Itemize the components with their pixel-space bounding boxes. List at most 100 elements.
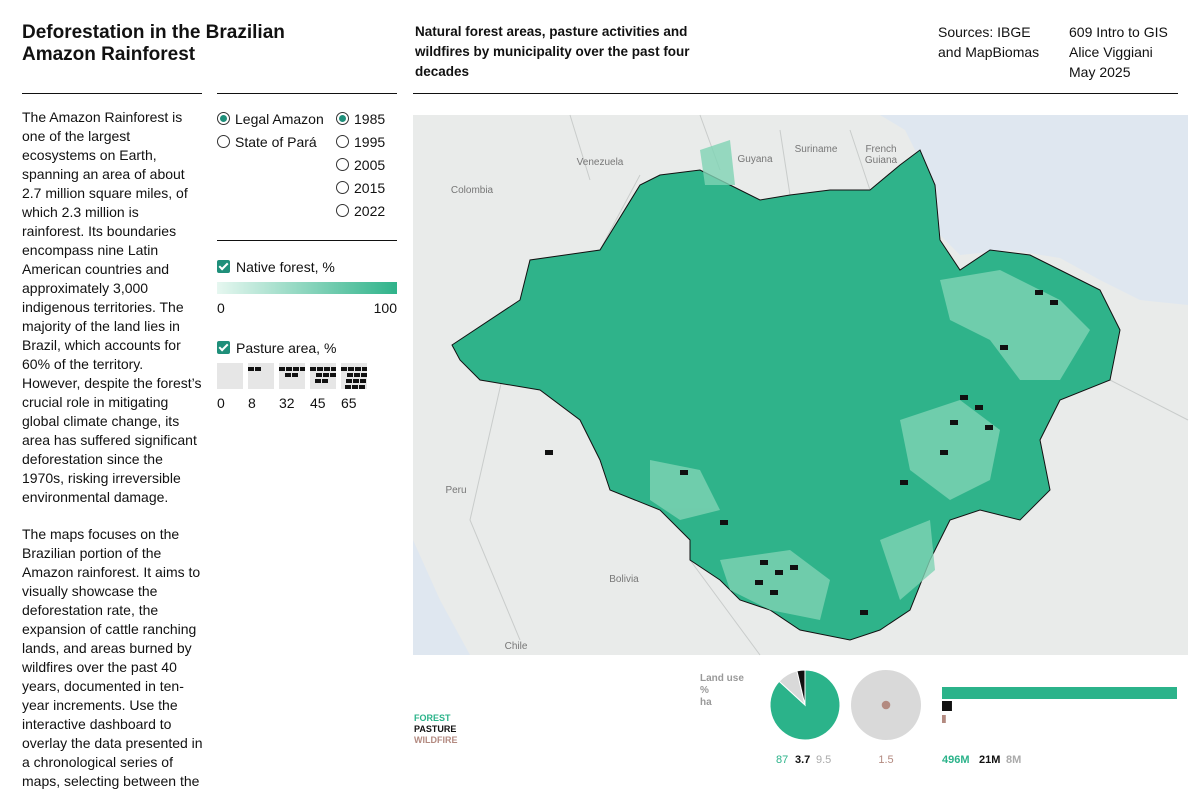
paragraph: The Amazon Rainforest is one of the larg… <box>22 109 202 505</box>
step-label: 65 <box>341 395 357 411</box>
hectare-bar <box>942 687 1177 699</box>
radio-option[interactable]: 2022 <box>336 199 396 222</box>
radio[interactable] <box>336 112 349 125</box>
cow-icon <box>316 373 322 377</box>
cow-icon <box>286 367 292 371</box>
gradient-labels: 0 100 <box>217 300 397 316</box>
pasture-step: 32 <box>279 363 305 411</box>
hectare-label: 8M <box>1006 754 1021 766</box>
option-label: 1995 <box>354 133 386 150</box>
map-label: Colombia <box>451 185 494 196</box>
layer-toggle[interactable]: Native forest, % <box>217 255 397 278</box>
step-label: 0 <box>217 395 225 411</box>
unit-label: ha <box>700 697 712 708</box>
radio-option[interactable]: 1985 <box>336 107 396 130</box>
radio[interactable] <box>336 204 349 217</box>
cow-icon <box>345 385 351 389</box>
unit-label: Land use <box>700 673 744 684</box>
option-label: State of Pará <box>235 133 317 150</box>
radio-option[interactable]: 1995 <box>336 130 396 153</box>
rule <box>217 93 397 94</box>
radio-option[interactable]: 2015 <box>336 176 396 199</box>
pasture-step: 8 <box>248 363 274 411</box>
cow-icon <box>361 373 367 377</box>
unit-label: % <box>700 685 709 696</box>
radio-option[interactable]: 2005 <box>336 153 396 176</box>
pasture-swatch <box>341 363 367 389</box>
checkbox[interactable] <box>217 260 230 273</box>
author: Alice Viggiani <box>1069 44 1153 60</box>
paragraph: The maps focuses on the Brazilian portio… <box>22 526 203 789</box>
credits: 609 Intro to GIS Alice Viggiani May 2025 <box>1069 22 1194 82</box>
forest-variation <box>650 140 1090 620</box>
checkbox[interactable] <box>217 341 230 354</box>
radio[interactable] <box>336 181 349 194</box>
sources: Sources: IBGE and MapBiomas <box>938 24 1040 60</box>
subtitle: Natural forest areas, pasture activities… <box>415 24 690 79</box>
year-options: 1985 1995 2005 2015 2022 <box>336 107 396 222</box>
title: Deforestation in the Brazilian Amazon Ra… <box>22 22 285 65</box>
pasture-swatch <box>279 363 305 389</box>
forest-gradient <box>217 282 397 294</box>
cow-icon <box>352 385 358 389</box>
option-label: Legal Amazon <box>235 110 324 127</box>
cow-icon <box>354 373 360 377</box>
layer-toggle[interactable]: Pasture area, % <box>217 336 397 359</box>
option-label: 2015 <box>354 179 386 196</box>
pie-value: 9.5 <box>816 754 831 766</box>
pasture-step: 45 <box>310 363 336 411</box>
legend-entry: PASTURE <box>414 724 456 734</box>
rule <box>217 240 397 241</box>
map-label: Peru <box>445 485 466 496</box>
intro: The Amazon Rainforest is one of the larg… <box>22 108 204 809</box>
radio[interactable] <box>217 135 230 148</box>
cow-icon <box>330 373 336 377</box>
radio-option[interactable]: Legal Amazon <box>217 107 332 130</box>
layer-label: Pasture area, % <box>236 339 337 356</box>
wildfire-dot <box>881 700 891 710</box>
cow-icon <box>292 373 298 377</box>
pie-slice <box>796 669 806 706</box>
hectare-bar <box>942 701 952 711</box>
hectare-label: 21M <box>979 754 1000 766</box>
cow-icon <box>360 379 366 383</box>
pasture-steps: 0 8 32 45 65 <box>217 363 397 411</box>
cow-icon <box>285 373 291 377</box>
radio[interactable] <box>336 135 349 148</box>
cow-icon <box>347 373 353 377</box>
legend-entry: WILDFIRE <box>414 735 458 745</box>
step-label: 45 <box>310 395 326 411</box>
rule <box>22 93 202 94</box>
map-label: Chile <box>505 641 528 652</box>
cow-icon <box>310 367 316 371</box>
cow-icon <box>324 367 330 371</box>
radio-option[interactable]: State of Pará <box>217 130 332 153</box>
cow-icon <box>348 367 354 371</box>
region-options: Legal Amazon State of Pará <box>217 107 332 153</box>
cow-icon <box>322 379 328 383</box>
cow-icon <box>346 379 352 383</box>
map-label: Bolivia <box>609 574 639 585</box>
pie-value: 87 <box>776 754 788 766</box>
cow-icon <box>248 367 254 371</box>
cow-icon <box>353 379 359 383</box>
map-label: Suriname <box>795 144 838 155</box>
step-label: 32 <box>279 395 295 411</box>
cow-icon <box>355 367 361 371</box>
cow-icon <box>315 379 321 383</box>
step-label: 8 <box>248 395 256 411</box>
radio[interactable] <box>217 112 230 125</box>
hectare-label: 496M <box>942 754 970 766</box>
layer-label: Native forest, % <box>236 258 335 275</box>
pie-value: 3.7 <box>795 754 810 766</box>
radio[interactable] <box>336 158 349 171</box>
wildfire-value: 1.5 <box>878 754 893 766</box>
cow-icon <box>293 367 299 371</box>
ocean <box>413 540 470 655</box>
legend-max: 100 <box>373 300 397 316</box>
pasture-step: 65 <box>341 363 367 411</box>
map-label: Guyana <box>737 154 772 165</box>
option-label: 1985 <box>354 110 386 127</box>
option-label: 2005 <box>354 156 386 173</box>
legend-min: 0 <box>217 300 225 316</box>
